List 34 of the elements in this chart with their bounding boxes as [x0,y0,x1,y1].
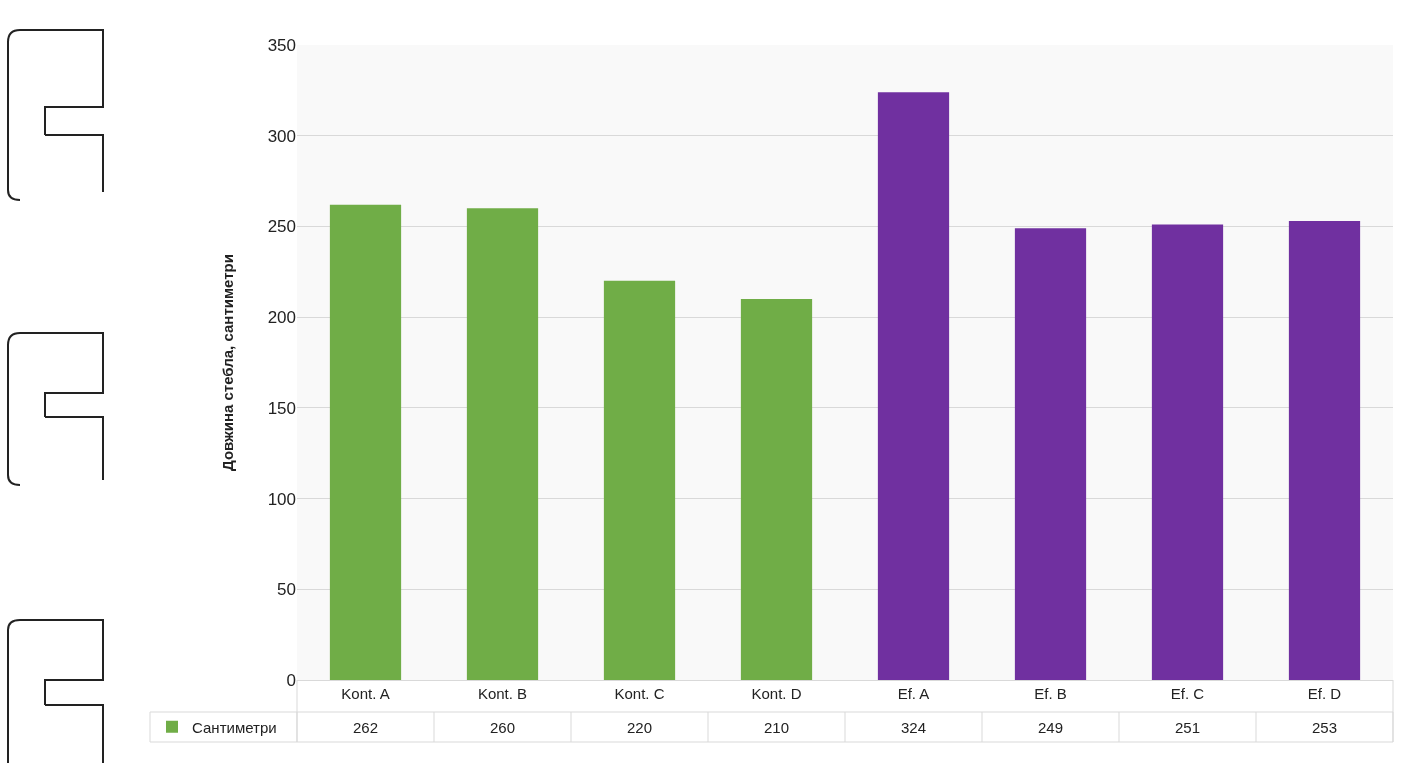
bar [877,92,950,680]
x-tick-label: Kont. C [614,685,665,702]
data-label: 220 [627,719,653,736]
bar [1288,220,1361,680]
data-label: 262 [353,719,379,736]
x-tick-label: Kont. B [477,685,528,702]
data-label: 260 [490,719,516,736]
y-tick-label: 0 [286,670,296,690]
data-label: 251 [1175,719,1201,736]
bar [329,204,402,680]
y-tick-label: 100 [267,489,296,509]
y-tick-label: 200 [267,308,296,328]
x-tick-label: Ef. A [897,685,930,702]
x-tick-label: Kont. D [751,685,802,702]
data-label: 249 [1038,719,1064,736]
y-tick-label: 300 [267,126,296,146]
x-tick-label: Ef. D [1307,685,1342,702]
x-tick-label: Ef. B [1034,685,1067,702]
bar [466,208,539,680]
bar [603,280,676,680]
y-axis-title: Довжина стебла, сантиметри [218,254,236,471]
y-tick-label: 150 [267,398,296,418]
data-label: 253 [1312,719,1338,736]
x-tick-label: Ef. C [1170,685,1205,702]
y-tick-label: 50 [277,580,296,600]
x-tick-label: Kont. A [341,685,390,702]
bar [1151,224,1224,680]
bar [740,299,813,680]
legend-label: Сантиметри [192,718,277,736]
y-tick-label: 350 [267,35,296,55]
data-label: 210 [764,719,790,736]
data-label: 324 [901,719,927,736]
y-tick-label: 250 [267,217,296,237]
bar [1014,228,1087,680]
